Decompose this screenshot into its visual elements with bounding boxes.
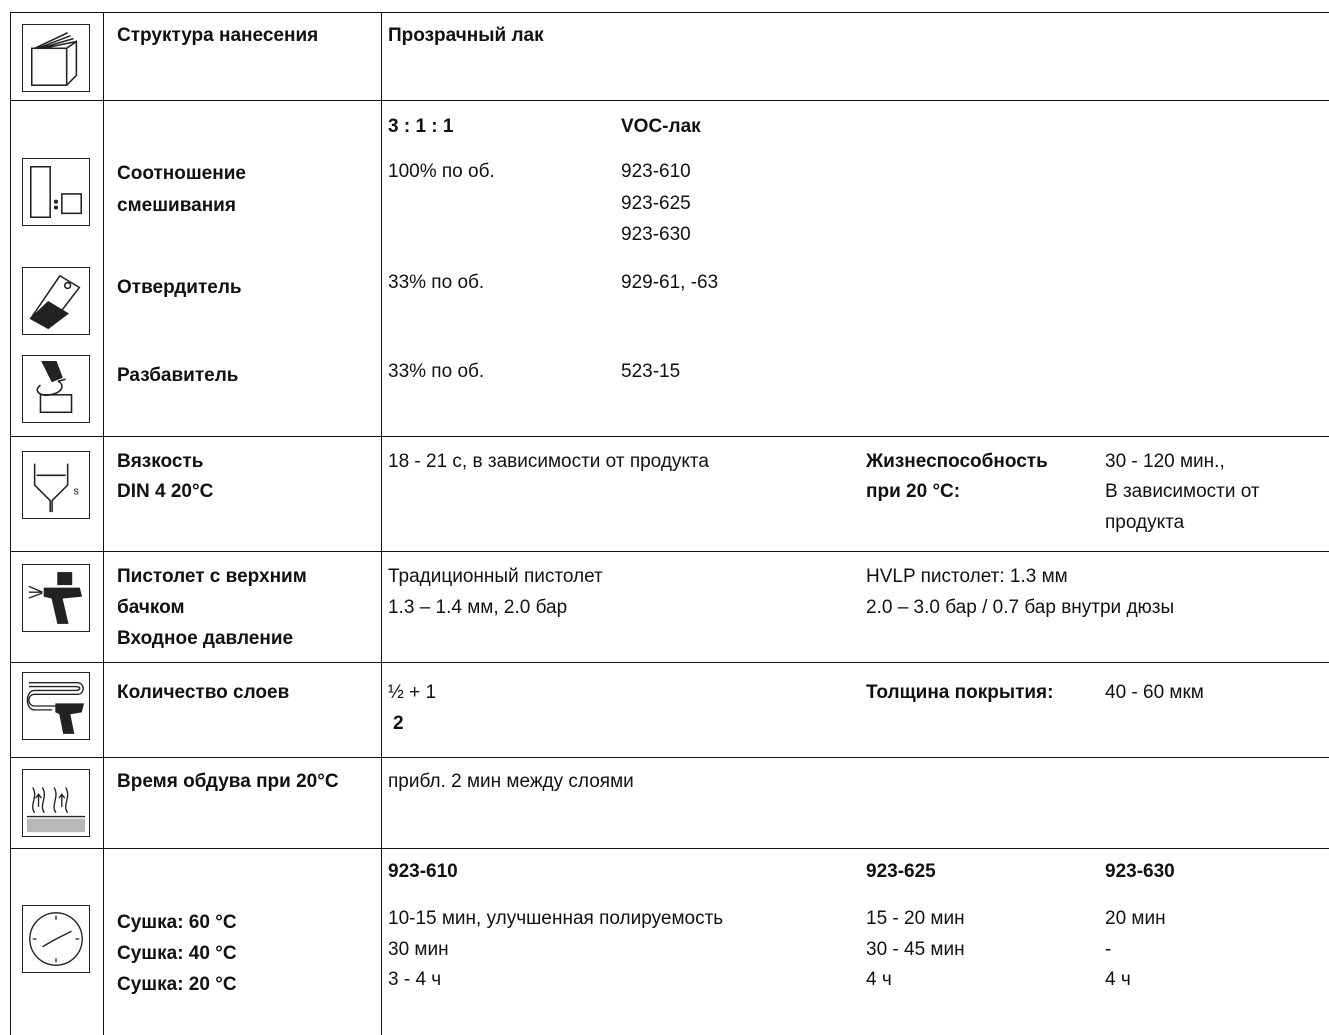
conventional-gun: 1.3 – 1.4 мм, 2.0 бар xyxy=(388,597,568,618)
thickness-label: Толщина покрытия: xyxy=(866,682,1054,703)
hardener-amount: 33% по об. xyxy=(388,272,485,293)
hvlp-gun: HVLP пистолет: 1.3 мм xyxy=(866,566,1068,587)
row-divider xyxy=(10,757,1329,758)
drying-value: 20 мин xyxy=(1105,908,1166,929)
viscosity-label: Вязкость xyxy=(117,451,204,472)
row-divider xyxy=(10,436,1329,437)
viscosity-label: DIN 4 20°C xyxy=(117,481,214,502)
spray-coats-icon xyxy=(22,672,90,740)
column-divider-1 xyxy=(103,12,104,1035)
thinner-label: Разбавитель xyxy=(117,365,239,386)
drying-value: - xyxy=(1105,939,1112,960)
potlife-value: 30 - 120 мин., xyxy=(1105,451,1225,472)
mixing-label: Соотношение xyxy=(117,163,246,184)
drying-value: 4 ч xyxy=(1105,969,1131,990)
row-divider xyxy=(10,100,1329,101)
left-border xyxy=(10,12,11,1035)
spraygun-label: Входное давление xyxy=(117,628,294,649)
mixing-product: 923-610 xyxy=(621,161,691,182)
spray-gun-icon xyxy=(22,564,90,632)
thinner-product: 523-15 xyxy=(621,361,681,382)
hardener-tube-icon xyxy=(22,267,90,335)
drying-header: 923-630 xyxy=(1105,861,1175,882)
mixing-amount: 100% по об. xyxy=(388,161,495,182)
flash-off-heat-icon xyxy=(22,769,90,837)
svg-text:s: s xyxy=(73,486,78,498)
thickness-value: 40 - 60 мкм xyxy=(1105,682,1204,703)
hvlp-gun: 2.0 – 3.0 бар / 0.7 бар внутри дюзы xyxy=(866,597,1175,618)
thinner-amount: 33% по об. xyxy=(388,361,485,382)
mixing-label: смешивания xyxy=(117,195,236,216)
layers-book-icon xyxy=(22,24,90,92)
drying-label: Сушка: 60 °C xyxy=(117,912,237,933)
drying-label: Сушка: 40 °C xyxy=(117,943,237,964)
spraygun-label: Пистолет с верхним xyxy=(117,566,307,587)
potlife-value: продукта xyxy=(1105,512,1185,533)
row-divider xyxy=(10,848,1329,849)
column-divider-2 xyxy=(381,12,382,1035)
potlife-label: при 20 °C: xyxy=(866,481,961,502)
voc-header: VOC-лак xyxy=(621,116,701,137)
drying-value: 10-15 мин, улучшенная полируемость xyxy=(388,908,724,929)
hardener-label: Отвердитель xyxy=(117,277,242,298)
drying-value: 3 - 4 ч xyxy=(388,969,442,990)
coats-value: ½ + 1 xyxy=(388,682,437,703)
mixing-product: 923-625 xyxy=(621,193,691,214)
drying-value: 15 - 20 мин xyxy=(866,908,965,929)
potlife-value: В зависимости от xyxy=(1105,481,1260,502)
coats-value: 2 xyxy=(393,713,404,734)
structure-value: Прозрачный лак xyxy=(388,25,544,46)
mixing-ratio-icon xyxy=(22,158,90,226)
structure-label: Структура нанесения xyxy=(117,25,319,46)
mixing-product: 923-630 xyxy=(621,224,691,245)
drying-value: 4 ч xyxy=(866,969,892,990)
flash-label: Время обдува при 20°C xyxy=(117,771,339,792)
spraygun-label: бачком xyxy=(117,597,185,618)
viscosity-cup-icon: s xyxy=(22,451,90,519)
viscosity-value: 18 - 21 с, в зависимости от продукта xyxy=(388,451,709,472)
clock-icon xyxy=(22,905,90,973)
drying-value: 30 мин xyxy=(388,939,449,960)
hardener-product: 929-61, -63 xyxy=(621,272,719,293)
drying-header: 923-610 xyxy=(388,861,458,882)
row-divider xyxy=(10,12,1329,13)
drying-value: 30 - 45 мин xyxy=(866,939,965,960)
row-divider xyxy=(10,662,1329,663)
coats-label: Количество слоев xyxy=(117,682,290,703)
drying-label: Сушка: 20 °C xyxy=(117,974,237,995)
thinner-pour-icon xyxy=(22,355,90,423)
potlife-label: Жизнеспособность xyxy=(866,451,1048,472)
conventional-gun: Традиционный пистолет xyxy=(388,566,603,587)
row-divider xyxy=(10,551,1329,552)
flash-value: прибл. 2 мин между слоями xyxy=(388,771,634,792)
ratio-header: 3 : 1 : 1 xyxy=(388,116,454,137)
drying-header: 923-625 xyxy=(866,861,936,882)
